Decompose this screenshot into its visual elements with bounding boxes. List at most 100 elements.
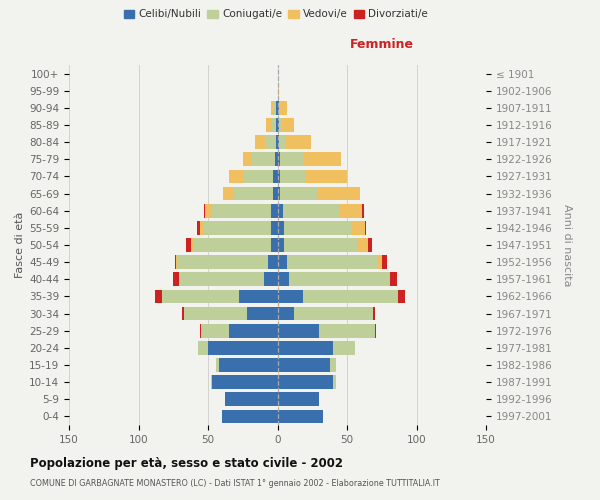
Bar (179, 272, 180, 286)
Bar (277, 84, 279, 98)
Bar (271, 221, 277, 234)
Bar (277, 358, 331, 372)
Bar (277, 290, 302, 304)
Bar (205, 204, 212, 218)
Bar (302, 152, 341, 166)
Bar (271, 204, 277, 218)
Bar (390, 272, 397, 286)
Bar (333, 376, 336, 389)
Bar (277, 152, 280, 166)
Bar (222, 410, 277, 424)
Bar (277, 256, 287, 269)
Bar (279, 118, 281, 132)
Bar (319, 324, 375, 338)
Bar (274, 170, 277, 183)
Bar (208, 341, 277, 354)
Bar (229, 170, 243, 183)
Bar (275, 152, 277, 166)
Bar (276, 118, 277, 132)
Bar (280, 101, 287, 114)
Text: Femmine: Femmine (350, 38, 414, 51)
Bar (176, 256, 178, 269)
Bar (255, 136, 265, 149)
Bar (235, 186, 274, 200)
Bar (281, 118, 294, 132)
Bar (280, 152, 302, 166)
Bar (184, 306, 247, 320)
Bar (194, 238, 271, 252)
Bar (239, 290, 277, 304)
Bar (375, 324, 376, 338)
Bar (155, 290, 162, 304)
Bar (389, 272, 390, 286)
Y-axis label: Fasce di età: Fasce di età (15, 212, 25, 278)
Bar (280, 186, 318, 200)
Bar (276, 101, 277, 114)
Bar (178, 256, 268, 269)
Bar (173, 272, 179, 286)
Bar (277, 118, 279, 132)
Bar (294, 306, 373, 320)
Bar (186, 238, 191, 252)
Bar (263, 272, 277, 286)
Bar (219, 358, 277, 372)
Bar (274, 101, 276, 114)
Bar (271, 101, 274, 114)
Bar (351, 221, 365, 234)
Y-axis label: Anni di nascita: Anni di nascita (562, 204, 572, 286)
Bar (284, 238, 358, 252)
Bar (280, 170, 305, 183)
Bar (277, 410, 323, 424)
Bar (251, 152, 275, 166)
Bar (277, 341, 333, 354)
Bar (286, 136, 311, 149)
Bar (274, 186, 277, 200)
Bar (211, 376, 212, 389)
Bar (277, 324, 319, 338)
Bar (331, 358, 336, 372)
Text: Popolazione per età, sesso e stato civile - 2002: Popolazione per età, sesso e stato civil… (30, 458, 343, 470)
Bar (382, 256, 388, 269)
Bar (279, 136, 286, 149)
Bar (197, 221, 200, 234)
Bar (277, 238, 284, 252)
Bar (377, 256, 382, 269)
Bar (373, 306, 375, 320)
Bar (277, 204, 283, 218)
Bar (162, 290, 239, 304)
Bar (175, 256, 176, 269)
Bar (283, 204, 338, 218)
Bar (333, 341, 355, 354)
Bar (277, 306, 294, 320)
Bar (277, 221, 284, 234)
Text: COMUNE DI GARBAGNATE MONASTERO (LC) - Dati ISTAT 1° gennaio 2002 - Elaborazione : COMUNE DI GARBAGNATE MONASTERO (LC) - Da… (30, 479, 440, 488)
Bar (204, 221, 271, 234)
Bar (212, 376, 277, 389)
Bar (277, 392, 319, 406)
Bar (266, 118, 271, 132)
Bar (191, 238, 194, 252)
Bar (204, 204, 205, 218)
Bar (198, 341, 208, 354)
Bar (277, 376, 333, 389)
Bar (265, 136, 276, 149)
Bar (358, 238, 368, 252)
Bar (276, 136, 277, 149)
Bar (305, 170, 347, 183)
Bar (277, 136, 279, 149)
Bar (318, 186, 359, 200)
Bar (277, 272, 289, 286)
Bar (277, 101, 279, 114)
Bar (277, 170, 280, 183)
Bar (398, 290, 406, 304)
Bar (362, 204, 364, 218)
Bar (217, 358, 219, 372)
Bar (271, 238, 277, 252)
Bar (268, 256, 277, 269)
Bar (200, 324, 201, 338)
Bar (277, 186, 280, 200)
Bar (229, 324, 277, 338)
Bar (243, 170, 274, 183)
Bar (338, 204, 362, 218)
Bar (212, 204, 271, 218)
